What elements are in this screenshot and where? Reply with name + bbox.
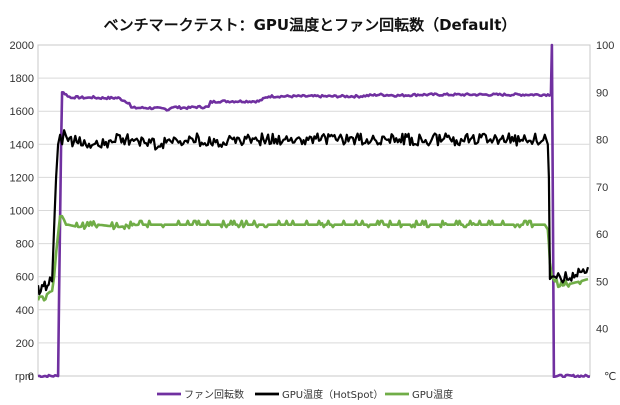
series-line-gpu-hotspot-temp	[38, 129, 590, 296]
left-axis-tick-label: 400	[16, 305, 34, 317]
series-line-fan-speed	[38, 43, 590, 378]
left-axis-tick-label: 0	[28, 371, 34, 383]
right-axis-tick-label: 90	[596, 87, 608, 99]
left-axis-tick-label: 600	[16, 272, 34, 284]
right-axis-tick-label: 40	[596, 324, 608, 336]
legend-label-fan-speed: ファン回転数	[184, 388, 244, 401]
left-axis-tick-label: 1400	[10, 139, 34, 151]
left-axis-tick-label: 1200	[10, 172, 34, 184]
chart-title: ベンチマークテスト：GPU温度とファン回転数（Default）	[103, 16, 517, 34]
left-axis-tick-label: 1800	[10, 73, 34, 85]
right-axis-tick-label: 100	[596, 40, 614, 52]
left-axis-unit-label: rpm	[15, 371, 34, 383]
series-line-gpu-temp	[38, 214, 589, 302]
left-axis-tick-label: 1600	[10, 106, 34, 118]
legend-label-gpu-temp: GPU温度	[412, 388, 453, 401]
left-axis-tick-label: 1000	[10, 206, 34, 218]
right-axis-unit-label: ℃	[604, 371, 616, 383]
left-axis-tick-label: 800	[16, 239, 34, 251]
right-axis-tick-label: 70	[596, 182, 608, 194]
right-axis-tick-label: 60	[596, 229, 608, 241]
right-axis-tick-label: 80	[596, 135, 608, 147]
legend-label-gpu-hotspot-temp: GPU温度（HotSpot）	[282, 388, 383, 401]
left-axis-tick-label: 2000	[10, 40, 34, 52]
left-axis-tick-label: 200	[16, 338, 34, 350]
right-axis-tick-label: 50	[596, 276, 608, 288]
